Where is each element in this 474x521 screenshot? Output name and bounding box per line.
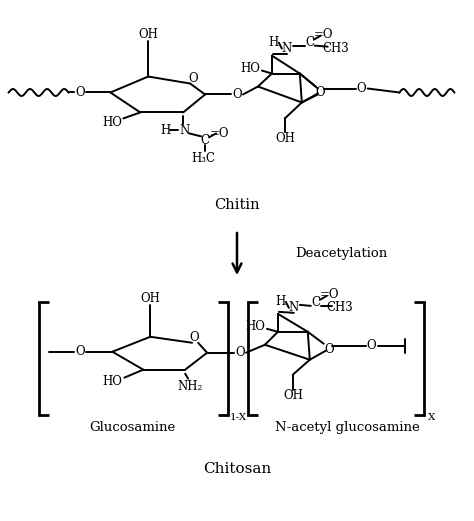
Text: HO: HO — [102, 375, 122, 388]
Text: C: C — [305, 36, 314, 49]
Text: NH₂: NH₂ — [177, 380, 203, 393]
Text: HO: HO — [102, 116, 122, 129]
Text: N-acetyl glucosamine: N-acetyl glucosamine — [275, 421, 420, 434]
Text: H: H — [269, 36, 279, 49]
Text: Deacetylation: Deacetylation — [295, 246, 387, 259]
Text: O: O — [188, 72, 198, 85]
Text: O: O — [324, 343, 334, 356]
Text: C: C — [201, 134, 210, 147]
Text: O: O — [357, 82, 366, 95]
Text: CH3: CH3 — [326, 301, 353, 314]
Text: CH3: CH3 — [322, 42, 349, 55]
Text: HO: HO — [240, 62, 260, 75]
Text: =O: =O — [210, 127, 229, 140]
Text: OH: OH — [275, 132, 295, 145]
Text: N: N — [282, 42, 292, 55]
Text: OH: OH — [138, 28, 158, 41]
Text: O: O — [315, 86, 325, 99]
Text: O: O — [232, 88, 242, 101]
Text: X: X — [428, 413, 435, 422]
Text: Glucosamine: Glucosamine — [89, 421, 175, 434]
Text: HO: HO — [245, 320, 265, 333]
Text: H₃C: H₃C — [191, 152, 215, 165]
Text: Chitosan: Chitosan — [203, 462, 271, 476]
Text: O: O — [76, 86, 85, 99]
Text: OH: OH — [140, 292, 160, 305]
Text: Chitin: Chitin — [214, 198, 260, 212]
Text: H: H — [276, 295, 286, 308]
Text: O: O — [235, 346, 245, 359]
Text: =O: =O — [320, 289, 339, 302]
Text: OH: OH — [283, 389, 303, 402]
Text: H: H — [160, 124, 170, 137]
Text: =O: =O — [314, 28, 334, 41]
Text: 1-X: 1-X — [230, 413, 247, 422]
Text: C: C — [311, 296, 320, 309]
Text: N: N — [179, 124, 189, 137]
Text: O: O — [76, 345, 85, 358]
Text: N: N — [289, 301, 299, 314]
Text: O: O — [189, 331, 199, 344]
Text: O: O — [367, 339, 376, 352]
